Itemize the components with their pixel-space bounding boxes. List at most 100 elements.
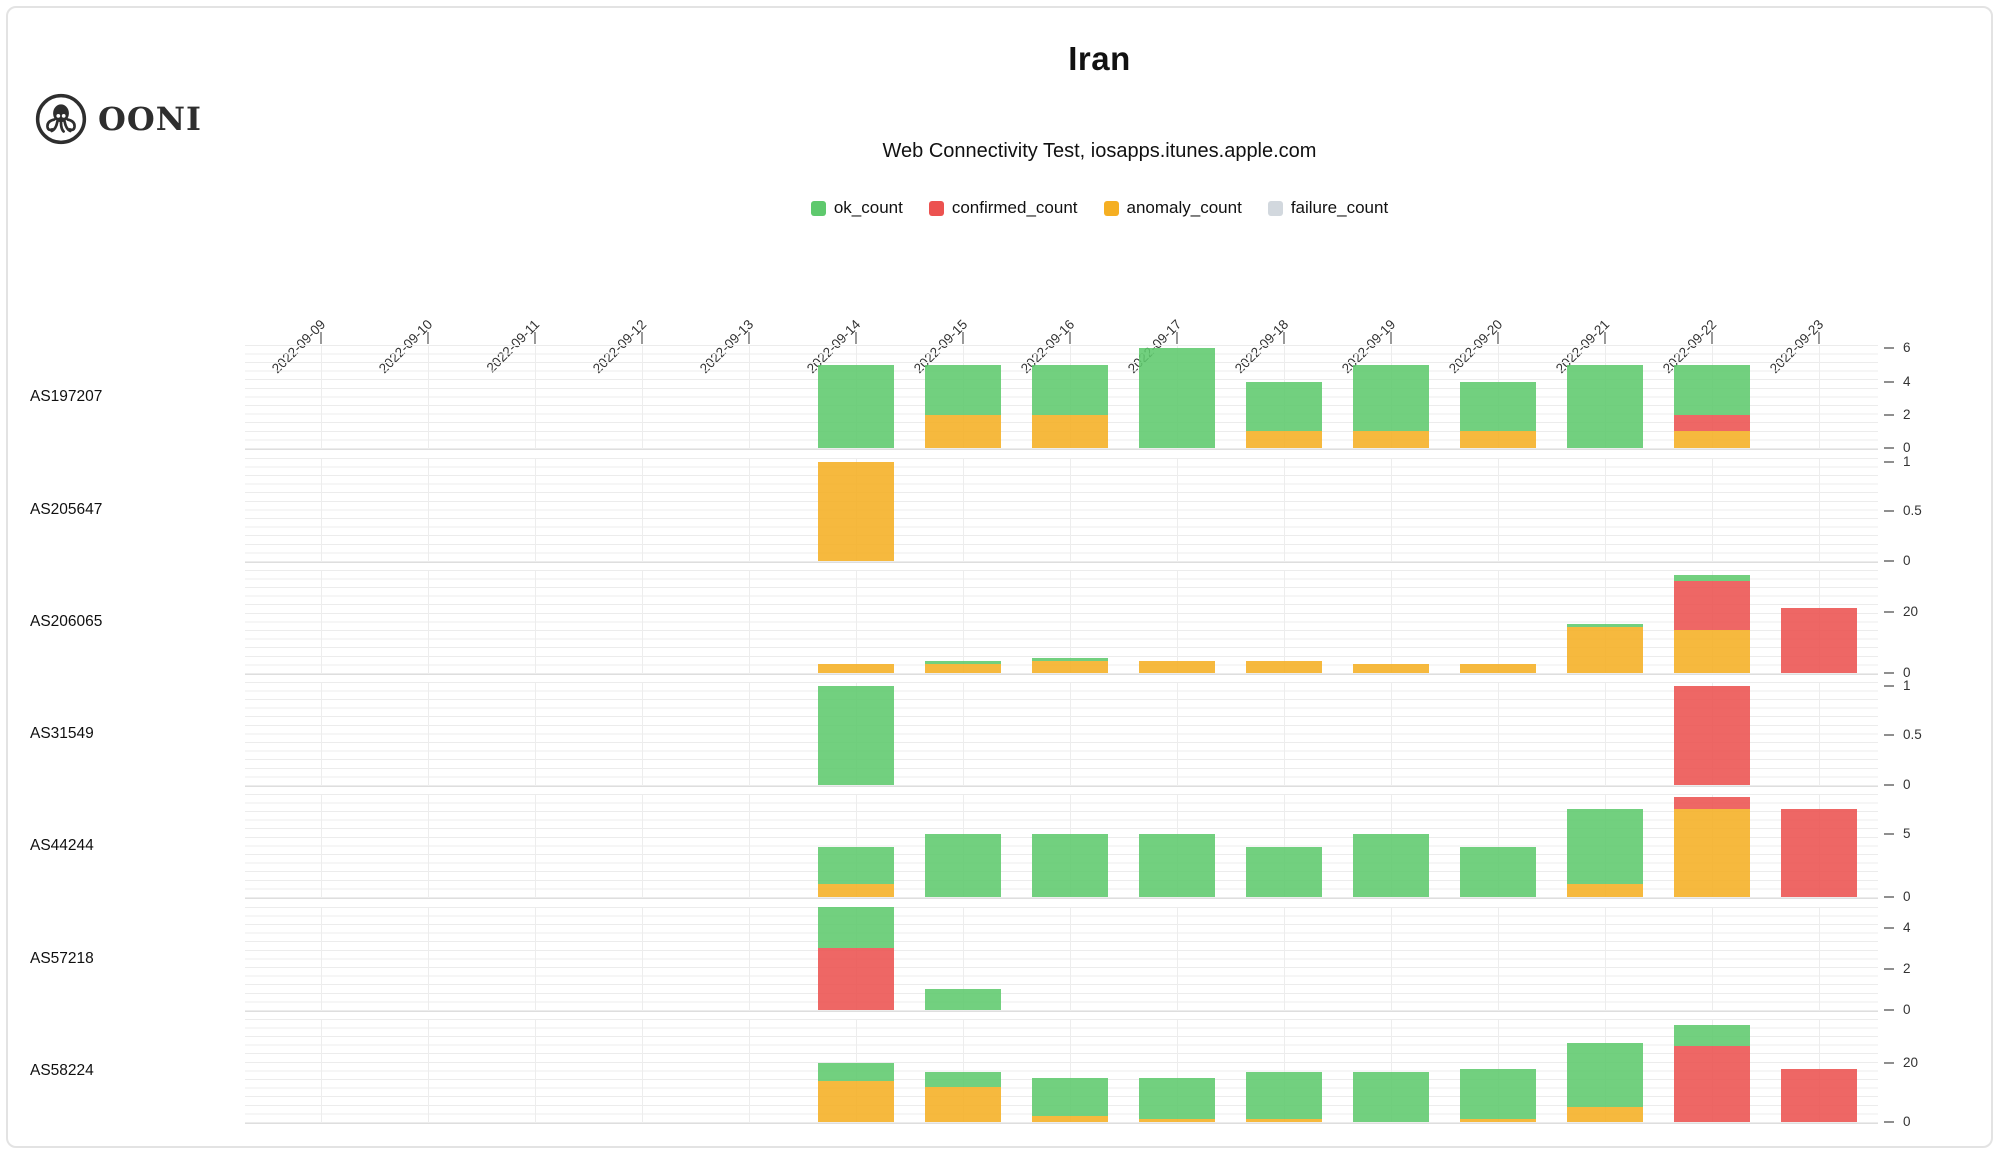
stacked-bar xyxy=(1032,570,1108,673)
bar-segment-ok xyxy=(818,685,894,785)
bar-segment-ok xyxy=(925,364,1001,415)
y-axis-tick xyxy=(1884,560,1894,562)
gridline-vertical xyxy=(321,683,322,786)
bar-segment-anomaly xyxy=(1246,1119,1322,1122)
bar-segment-ok xyxy=(818,364,894,448)
gridline-vertical xyxy=(1177,459,1178,562)
gridline-vertical xyxy=(749,683,750,786)
bar-segment-ok xyxy=(1674,1024,1750,1046)
gridline-vertical xyxy=(1284,908,1285,1011)
bar-segment-confirmed xyxy=(1674,1045,1750,1122)
stacked-bar xyxy=(1246,345,1322,448)
x-axis-tick xyxy=(1604,332,1606,344)
bar-segment-confirmed xyxy=(1674,796,1750,810)
bar-segment-anomaly xyxy=(1674,431,1750,448)
gridline-vertical xyxy=(535,346,536,449)
gridline-vertical xyxy=(1498,908,1499,1011)
gridline-vertical xyxy=(1070,459,1071,562)
chart-subtitle: Web Connectivity Test, iosapps.itunes.ap… xyxy=(882,140,1317,162)
asn-row-label: AS205647 xyxy=(30,500,103,518)
y-axis-tick-label: 2 xyxy=(1903,960,1911,976)
stacked-bar xyxy=(925,907,1001,1010)
gridline-vertical xyxy=(1070,571,1071,674)
stacked-bar xyxy=(818,1019,894,1122)
bar-segment-anomaly xyxy=(1139,660,1215,673)
gridline-vertical xyxy=(1284,459,1285,562)
stacked-bar xyxy=(1460,570,1536,673)
confirmed-count-swatch-icon xyxy=(928,200,944,216)
stacked-bar xyxy=(1032,794,1108,897)
gridline-vertical xyxy=(1498,795,1499,898)
gridline-vertical xyxy=(1605,459,1606,562)
bar-segment-ok xyxy=(1460,846,1536,897)
bar-segment-ok xyxy=(1567,364,1643,448)
bar-segment-anomaly xyxy=(1353,431,1429,448)
bar-segment-confirmed xyxy=(1674,414,1750,432)
gridline-vertical xyxy=(856,795,857,898)
stacked-bar xyxy=(1246,794,1322,897)
legend-item-confirmed: confirmed_count xyxy=(928,198,1078,218)
bar-segment-anomaly xyxy=(925,663,1001,673)
gridline-vertical xyxy=(642,346,643,449)
gridline-vertical xyxy=(535,571,536,674)
chart-legend: ok_count confirmed_count anomaly_count f… xyxy=(240,198,1959,218)
y-axis-tick-label: 0 xyxy=(1903,889,1911,904)
gridline-vertical xyxy=(963,1020,964,1123)
stacked-bar xyxy=(1139,345,1215,448)
stacked-bar xyxy=(1567,1019,1643,1122)
bar-segment-ok xyxy=(1139,834,1215,897)
bar-segment-ok xyxy=(1353,364,1429,432)
gridline-vertical xyxy=(1712,908,1713,1011)
y-axis-tick-label: 2 xyxy=(1903,406,1911,422)
gridline-vertical xyxy=(1070,908,1071,1011)
legend-label: failure_count xyxy=(1290,198,1389,217)
y-axis-tick-label: 20 xyxy=(1903,603,1919,619)
stacked-bar xyxy=(1139,1019,1215,1122)
bar-segment-ok xyxy=(1460,381,1536,432)
gridline-vertical xyxy=(1284,571,1285,674)
bar-segment-confirmed xyxy=(1674,580,1750,630)
y-axis-tick xyxy=(1884,380,1894,383)
bar-segment-anomaly xyxy=(1674,629,1750,673)
y-axis-tick-label: 0 xyxy=(1903,777,1911,792)
bar-segment-ok xyxy=(818,907,894,949)
stacked-bar xyxy=(1353,345,1429,448)
x-axis-tick xyxy=(427,332,429,344)
bar-segment-anomaly xyxy=(1032,414,1108,448)
bar-segment-anomaly xyxy=(925,414,1001,448)
y-axis-tick xyxy=(1884,510,1894,513)
gridline-vertical xyxy=(1605,908,1606,1011)
y-axis-tick xyxy=(1884,896,1894,898)
x-axis-tick xyxy=(748,332,750,344)
y-axis-tick-label: 5 xyxy=(1903,826,1911,842)
chart-title: Iran xyxy=(1068,40,1131,77)
gridline-vertical xyxy=(1819,908,1820,1011)
bar-segment-ok xyxy=(1032,834,1108,897)
bar-segment-ok xyxy=(1567,623,1643,627)
legend-label: anomaly_count xyxy=(1126,198,1242,217)
bar-segment-ok xyxy=(925,989,1001,1010)
asn-row-label: AS197207 xyxy=(30,387,103,405)
gridline-vertical xyxy=(428,571,429,674)
gridline-vertical xyxy=(535,459,536,562)
y-axis-tick xyxy=(1884,784,1894,786)
bar-segment-ok xyxy=(1353,834,1429,897)
gridline-vertical xyxy=(642,1020,643,1123)
bar-segment-ok xyxy=(1032,1077,1108,1117)
x-axis-tick xyxy=(320,332,322,344)
bar-segment-anomaly xyxy=(1353,663,1429,673)
gridline-vertical xyxy=(1498,459,1499,562)
gridline-vertical xyxy=(428,346,429,449)
stacked-bar xyxy=(1674,345,1750,448)
asn-row-label: AS58224 xyxy=(30,1061,94,1079)
gridline-vertical xyxy=(1498,683,1499,786)
bar-segment-anomaly xyxy=(1139,1119,1215,1122)
y-axis-tick xyxy=(1884,1062,1894,1065)
bar-segment-anomaly xyxy=(1460,663,1536,673)
gridline-vertical xyxy=(749,459,750,562)
asn-row-label: AS44244 xyxy=(30,836,94,854)
gridline-vertical xyxy=(963,683,964,786)
gridline-vertical xyxy=(535,1020,536,1123)
gridline-vertical xyxy=(1070,1020,1071,1123)
gridline-vertical xyxy=(642,683,643,786)
